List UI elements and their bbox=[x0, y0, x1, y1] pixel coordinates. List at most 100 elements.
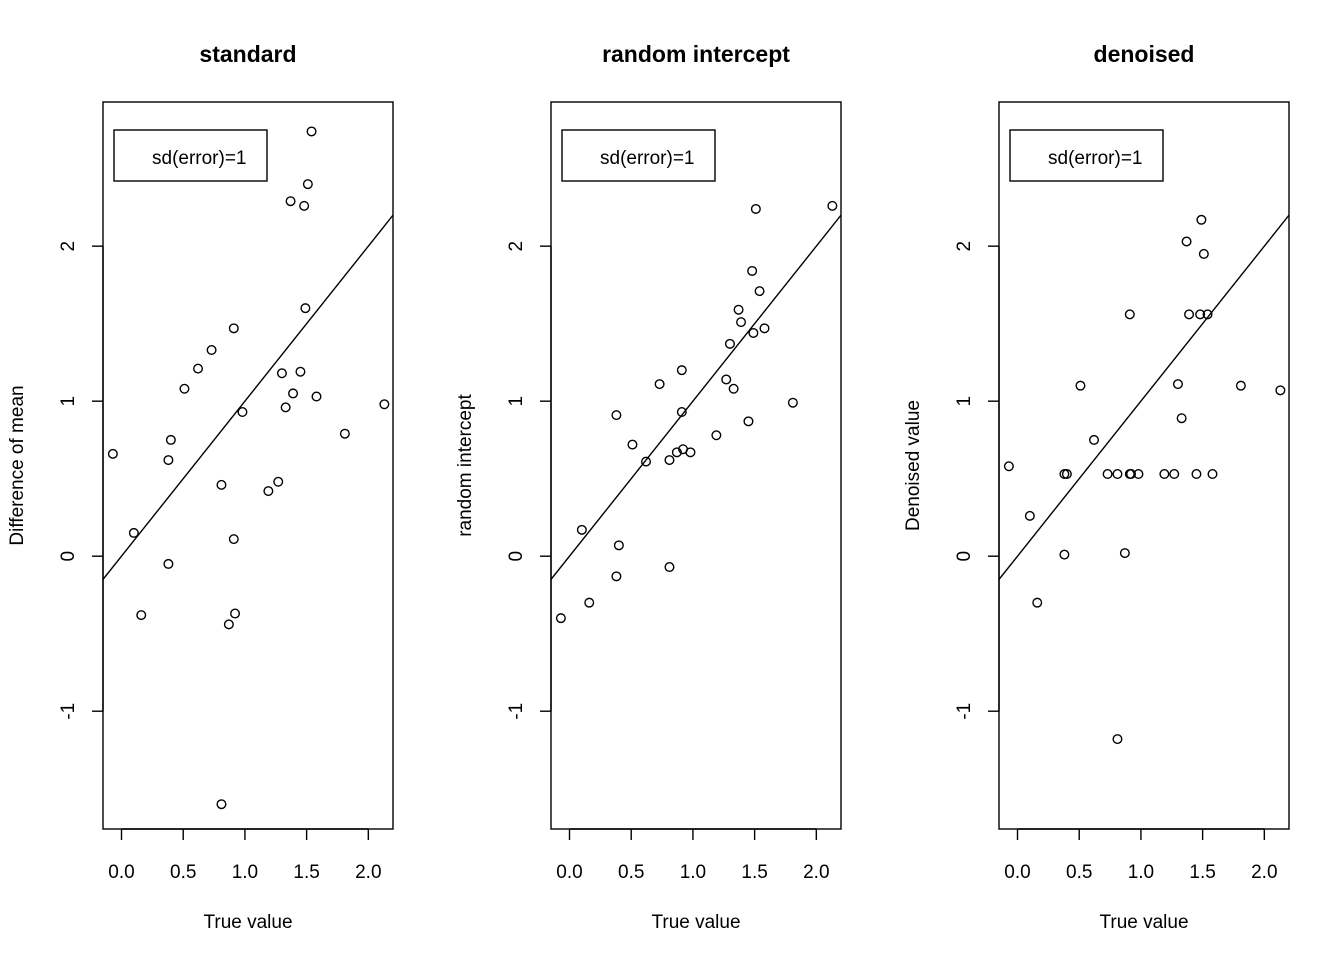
data-point bbox=[165, 434, 176, 445]
x-tick-label: 2.0 bbox=[1251, 862, 1277, 883]
data-point bbox=[721, 374, 732, 385]
data-point bbox=[216, 799, 227, 810]
data-point bbox=[280, 402, 291, 413]
data-point bbox=[1198, 248, 1209, 259]
x-tick-label: 0.5 bbox=[1066, 862, 1092, 883]
x-axis-label: True value bbox=[651, 912, 740, 933]
data-point bbox=[1024, 510, 1035, 521]
data-point bbox=[1119, 548, 1130, 559]
x-axis-label: True value bbox=[1099, 912, 1188, 933]
data-point bbox=[748, 327, 759, 338]
data-point bbox=[743, 416, 754, 427]
data-point bbox=[1112, 734, 1123, 745]
y-tick-label: 2 bbox=[954, 241, 975, 252]
x-tick-label: 0.0 bbox=[108, 862, 134, 883]
x-tick-label: 1.5 bbox=[741, 862, 767, 883]
data-point bbox=[285, 196, 296, 207]
data-point bbox=[237, 407, 248, 418]
data-point bbox=[664, 562, 675, 573]
data-point bbox=[311, 391, 322, 402]
data-point bbox=[223, 619, 234, 630]
y-axis-label: Denoised value bbox=[903, 400, 924, 531]
data-point bbox=[288, 388, 299, 399]
data-point bbox=[685, 447, 696, 458]
data-point bbox=[1061, 469, 1072, 480]
y-tick-label: 1 bbox=[58, 396, 79, 407]
y-tick-label: 2 bbox=[506, 241, 527, 252]
x-tick-label: 2.0 bbox=[355, 862, 381, 883]
data-point bbox=[228, 534, 239, 545]
legend-text: sd(error)=1 bbox=[600, 148, 695, 169]
y-tick-label: 2 bbox=[58, 241, 79, 252]
x-tick-label: 1.5 bbox=[293, 862, 319, 883]
y-tick-label: 0 bbox=[954, 551, 975, 562]
y-tick-label: -1 bbox=[58, 703, 79, 720]
data-point bbox=[576, 524, 587, 535]
data-point bbox=[747, 265, 758, 276]
legend: sd(error)=1 bbox=[113, 129, 268, 182]
data-point bbox=[1196, 214, 1207, 225]
x-tick-label: 1.5 bbox=[1189, 862, 1215, 883]
data-point bbox=[759, 323, 770, 334]
data-point bbox=[654, 379, 665, 390]
y-tick-label: 1 bbox=[954, 396, 975, 407]
data-point bbox=[1003, 461, 1014, 472]
panel-title: random intercept bbox=[602, 41, 790, 67]
panel-2: random intercept 0.0 0.5 1.0 1.5 2.0 -1 0 1 2 True… bbox=[455, 41, 842, 933]
identity-line bbox=[103, 214, 393, 580]
data-point bbox=[1102, 469, 1113, 480]
data-point bbox=[1124, 309, 1135, 320]
data-point bbox=[163, 455, 174, 466]
data-point bbox=[555, 613, 566, 624]
plot-frame bbox=[998, 101, 1290, 830]
data-point bbox=[300, 303, 311, 314]
data-point bbox=[711, 430, 722, 441]
data-point bbox=[1089, 434, 1100, 445]
plot-frame bbox=[102, 101, 394, 830]
x-tick-label: 0.5 bbox=[170, 862, 196, 883]
data-point bbox=[128, 527, 139, 538]
x-tick-label: 0.0 bbox=[1004, 862, 1030, 883]
data-point bbox=[1133, 469, 1144, 480]
data-point bbox=[193, 363, 204, 374]
data-point bbox=[1032, 597, 1043, 608]
legend-text: sd(error)=1 bbox=[152, 148, 247, 169]
data-point bbox=[339, 428, 350, 439]
x-tick-label: 1.0 bbox=[1128, 862, 1154, 883]
y-tick-label: 1 bbox=[506, 396, 527, 407]
data-point bbox=[1202, 309, 1213, 320]
data-point bbox=[827, 200, 838, 211]
data-point bbox=[263, 486, 274, 497]
y-axis-label: Difference of mean bbox=[7, 385, 28, 545]
data-point bbox=[179, 383, 190, 394]
x-tick-label: 1.0 bbox=[680, 862, 706, 883]
data-point bbox=[754, 286, 765, 297]
x-tick-label: 1.0 bbox=[232, 862, 258, 883]
legend: sd(error)=1 bbox=[1009, 129, 1164, 182]
data-point bbox=[664, 455, 675, 466]
identity-line bbox=[551, 214, 841, 580]
data-point bbox=[1172, 379, 1183, 390]
x-tick-label: 0.0 bbox=[556, 862, 582, 883]
data-point bbox=[613, 540, 624, 551]
data-point bbox=[627, 439, 638, 450]
y-tick-label: 0 bbox=[506, 551, 527, 562]
data-point bbox=[676, 365, 687, 376]
data-point bbox=[736, 317, 747, 328]
panel-title: standard bbox=[199, 41, 296, 67]
data-point bbox=[1235, 380, 1246, 391]
data-point bbox=[1181, 236, 1192, 247]
data-point bbox=[295, 366, 306, 377]
data-point bbox=[787, 397, 798, 408]
data-point bbox=[750, 203, 761, 214]
data-point bbox=[163, 558, 174, 569]
x-axis-label: True value bbox=[203, 912, 292, 933]
data-point bbox=[1059, 549, 1070, 560]
data-point bbox=[107, 448, 118, 459]
panel-1: standard 0.0 0.5 1.0 1.5 2.0 -1 0 1 2 True value Di… bbox=[7, 41, 394, 933]
data-point bbox=[1112, 469, 1123, 480]
data-point bbox=[216, 479, 227, 490]
data-point bbox=[611, 410, 622, 421]
data-point bbox=[1275, 385, 1286, 396]
